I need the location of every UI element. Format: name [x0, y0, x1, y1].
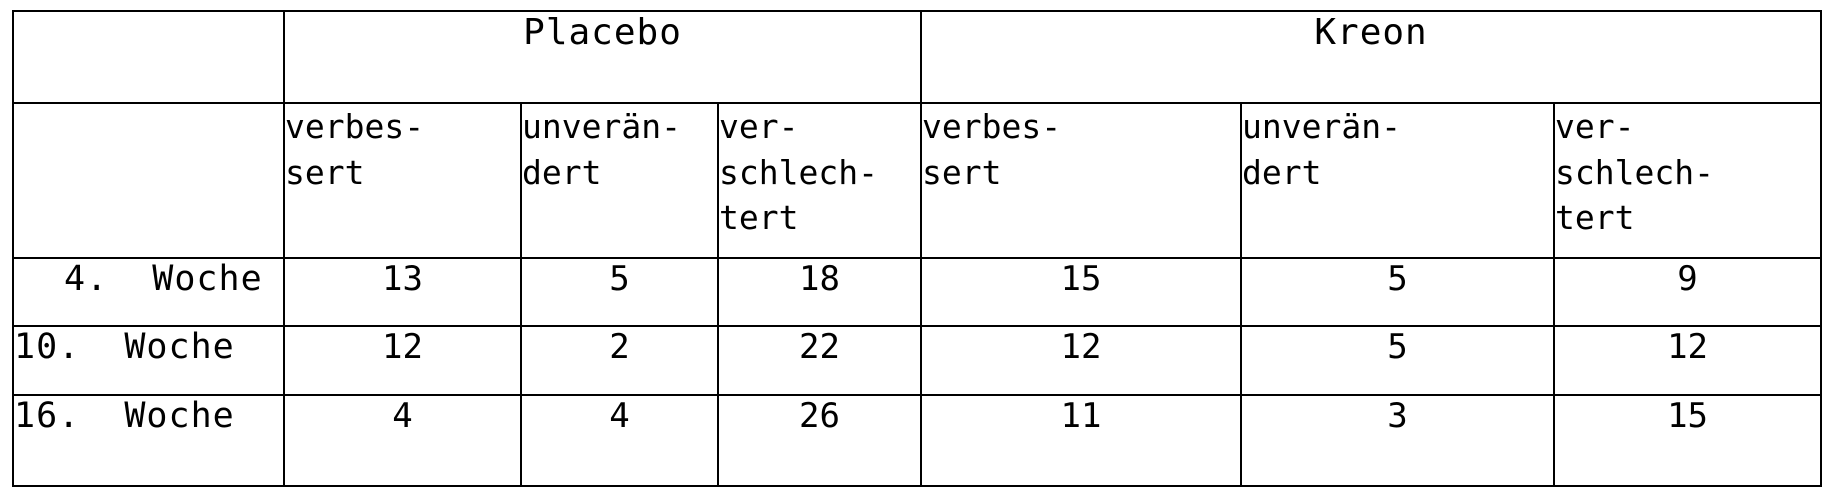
group-header-placebo: Placebo: [284, 11, 921, 103]
sub-header-line-1: verbes-: [285, 104, 520, 150]
sub-header-line-2: sert: [285, 150, 520, 196]
cell-week4-kreon-unveraendert: 5: [1241, 258, 1554, 326]
cell-week10-kreon-unveraendert: 5: [1241, 326, 1554, 394]
results-table: Placebo Kreon verbes- sert unverän- dert…: [12, 10, 1822, 487]
sub-header-line-2: sert: [922, 150, 1240, 196]
table-row: 4. Woche 13 5 18 15 5 9: [13, 258, 1821, 326]
sub-header-placebo-verschlechtert: ver- schlech- tert: [718, 103, 921, 258]
table-head: Placebo Kreon verbes- sert unverän- dert…: [13, 11, 1821, 258]
cell-week10-placebo-unveraendert: 2: [521, 326, 718, 394]
sub-header-line-1: unverän-: [522, 104, 717, 150]
table-row: 16. Woche 4 4 26 11 3 15: [13, 395, 1821, 486]
sub-header-placebo-verbessert: verbes- sert: [284, 103, 521, 258]
row-label-week-10: 10. Woche: [13, 326, 284, 394]
row-label-week-4: 4. Woche: [13, 258, 284, 326]
sub-header-line-1: verbes-: [922, 104, 1240, 150]
sub-header-line-1: ver-: [719, 104, 920, 150]
sub-header-line-3: tert: [1555, 195, 1820, 241]
sub-header-line-3: tert: [719, 195, 920, 241]
cell-week16-placebo-verbessert: 4: [284, 395, 521, 486]
group-header-kreon: Kreon: [921, 11, 1821, 103]
sub-header-kreon-verschlechtert: ver- schlech- tert: [1554, 103, 1821, 258]
cell-week10-kreon-verschlechtert: 12: [1554, 326, 1821, 394]
corner-cell: [13, 11, 284, 103]
cell-week16-kreon-verbessert: 11: [921, 395, 1241, 486]
cell-week10-placebo-verbessert: 12: [284, 326, 521, 394]
table-body: 4. Woche 13 5 18 15 5 9 10. Woche 12 2 2…: [13, 258, 1821, 486]
sub-header-row: verbes- sert unverän- dert ver- schlech-…: [13, 103, 1821, 258]
cell-week16-placebo-unveraendert: 4: [521, 395, 718, 486]
sub-header-corner: [13, 103, 284, 258]
table-row: 10. Woche 12 2 22 12 5 12: [13, 326, 1821, 394]
sub-header-placebo-unveraendert: unverän- dert: [521, 103, 718, 258]
cell-week4-kreon-verschlechtert: 9: [1554, 258, 1821, 326]
sub-header-line-2: dert: [1242, 150, 1553, 196]
sub-header-line-1: ver-: [1555, 104, 1820, 150]
sub-header-kreon-unveraendert: unverän- dert: [1241, 103, 1554, 258]
cell-week4-kreon-verbessert: 15: [921, 258, 1241, 326]
cell-week16-placebo-verschlechtert: 26: [718, 395, 921, 486]
cell-week10-placebo-verschlechtert: 22: [718, 326, 921, 394]
sub-header-line-2: schlech-: [719, 150, 920, 196]
cell-week16-kreon-unveraendert: 3: [1241, 395, 1554, 486]
sub-header-line-2: schlech-: [1555, 150, 1820, 196]
cell-week16-kreon-verschlechtert: 15: [1554, 395, 1821, 486]
sub-header-line-2: dert: [522, 150, 717, 196]
group-header-row: Placebo Kreon: [13, 11, 1821, 103]
cell-week4-placebo-verschlechtert: 18: [718, 258, 921, 326]
cell-week4-placebo-unveraendert: 5: [521, 258, 718, 326]
table-container: Placebo Kreon verbes- sert unverän- dert…: [12, 10, 1820, 487]
sub-header-kreon-verbessert: verbes- sert: [921, 103, 1241, 258]
sub-header-line-1: unverän-: [1242, 104, 1553, 150]
cell-week10-kreon-verbessert: 12: [921, 326, 1241, 394]
cell-week4-placebo-verbessert: 13: [284, 258, 521, 326]
row-label-week-16: 16. Woche: [13, 395, 284, 486]
